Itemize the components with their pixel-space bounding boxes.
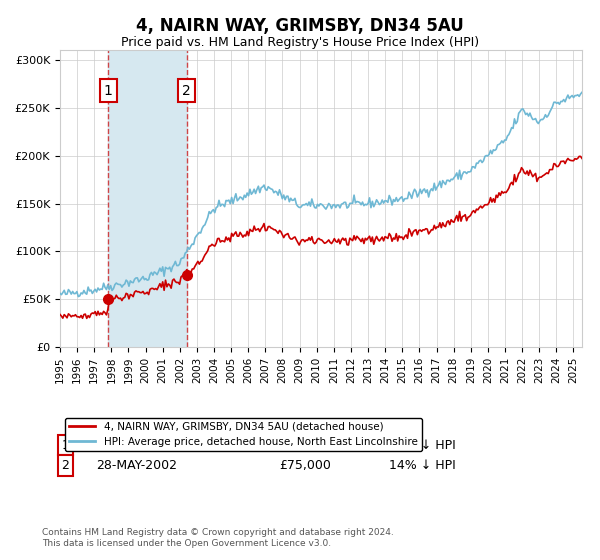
Text: £50,750: £50,750 [279,438,331,452]
Text: 29% ↓ HPI: 29% ↓ HPI [389,438,455,452]
Text: 1: 1 [61,438,69,452]
Text: 2: 2 [61,459,69,472]
Text: 4, NAIRN WAY, GRIMSBY, DN34 5AU: 4, NAIRN WAY, GRIMSBY, DN34 5AU [136,17,464,35]
Text: Price paid vs. HM Land Registry's House Price Index (HPI): Price paid vs. HM Land Registry's House … [121,36,479,49]
Text: 28-MAY-2002: 28-MAY-2002 [97,459,178,472]
Text: £75,000: £75,000 [279,459,331,472]
Text: 14% ↓ HPI: 14% ↓ HPI [389,459,455,472]
Legend: 4, NAIRN WAY, GRIMSBY, DN34 5AU (detached house), HPI: Average price, detached h: 4, NAIRN WAY, GRIMSBY, DN34 5AU (detache… [65,418,422,451]
Text: 1: 1 [104,83,113,97]
Text: 24-OCT-1997: 24-OCT-1997 [97,438,179,452]
Text: Contains HM Land Registry data © Crown copyright and database right 2024.
This d: Contains HM Land Registry data © Crown c… [42,528,394,548]
Bar [108,50,187,347]
Text: 2: 2 [182,83,191,97]
